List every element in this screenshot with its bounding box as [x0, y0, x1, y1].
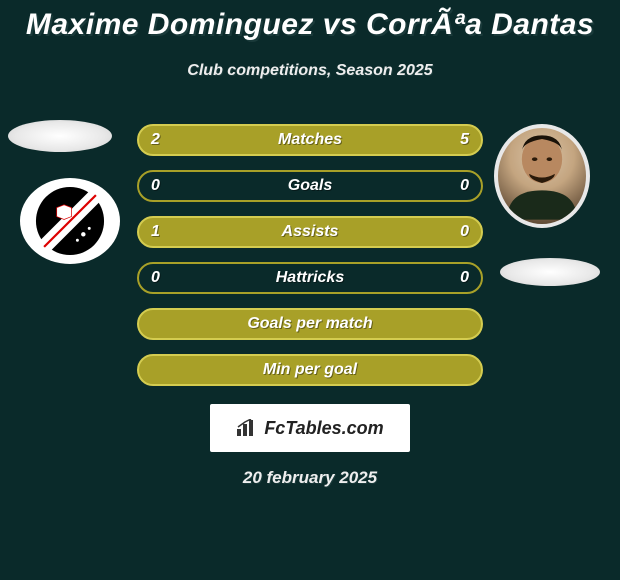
stat-left-value: 0	[151, 269, 160, 287]
stat-label: Goals per match	[247, 315, 372, 333]
date-label: 20 february 2025	[0, 468, 620, 488]
stat-right-value: 0	[460, 269, 469, 287]
stat-label: Assists	[282, 223, 339, 241]
vasco-crest-icon	[33, 184, 107, 258]
stat-label: Min per goal	[263, 361, 357, 379]
fctables-chart-icon	[236, 419, 258, 437]
stat-label: Matches	[278, 131, 342, 149]
stat-right-value: 5	[460, 131, 469, 149]
stat-right-value: 0	[460, 223, 469, 241]
stat-row: 0 Hattricks 0	[137, 262, 483, 294]
player1-club-crest	[20, 178, 120, 264]
player2-club-crest	[500, 258, 600, 286]
stat-row: Goals per match	[137, 308, 483, 340]
stat-label: Goals	[288, 177, 332, 195]
stat-label: Hattricks	[276, 269, 344, 287]
stat-left-value: 1	[151, 223, 160, 241]
fctables-badge: FcTables.com	[210, 404, 410, 452]
stat-left-value: 0	[151, 177, 160, 195]
subtitle: Club competitions, Season 2025	[0, 62, 620, 80]
stat-row: 2 Matches 5	[137, 124, 483, 156]
player1-avatar	[8, 120, 112, 152]
stat-left-value: 2	[151, 131, 160, 149]
player2-avatar	[494, 124, 590, 228]
stat-row: Min per goal	[137, 354, 483, 386]
page-title: Maxime Dominguez vs CorrÃªa Dantas	[0, 0, 620, 42]
stat-row: 1 Assists 0	[137, 216, 483, 248]
stat-row: 0 Goals 0	[137, 170, 483, 202]
fctables-label: FcTables.com	[264, 418, 383, 439]
stat-right-value: 0	[460, 177, 469, 195]
player2-silhouette-icon	[498, 124, 586, 224]
